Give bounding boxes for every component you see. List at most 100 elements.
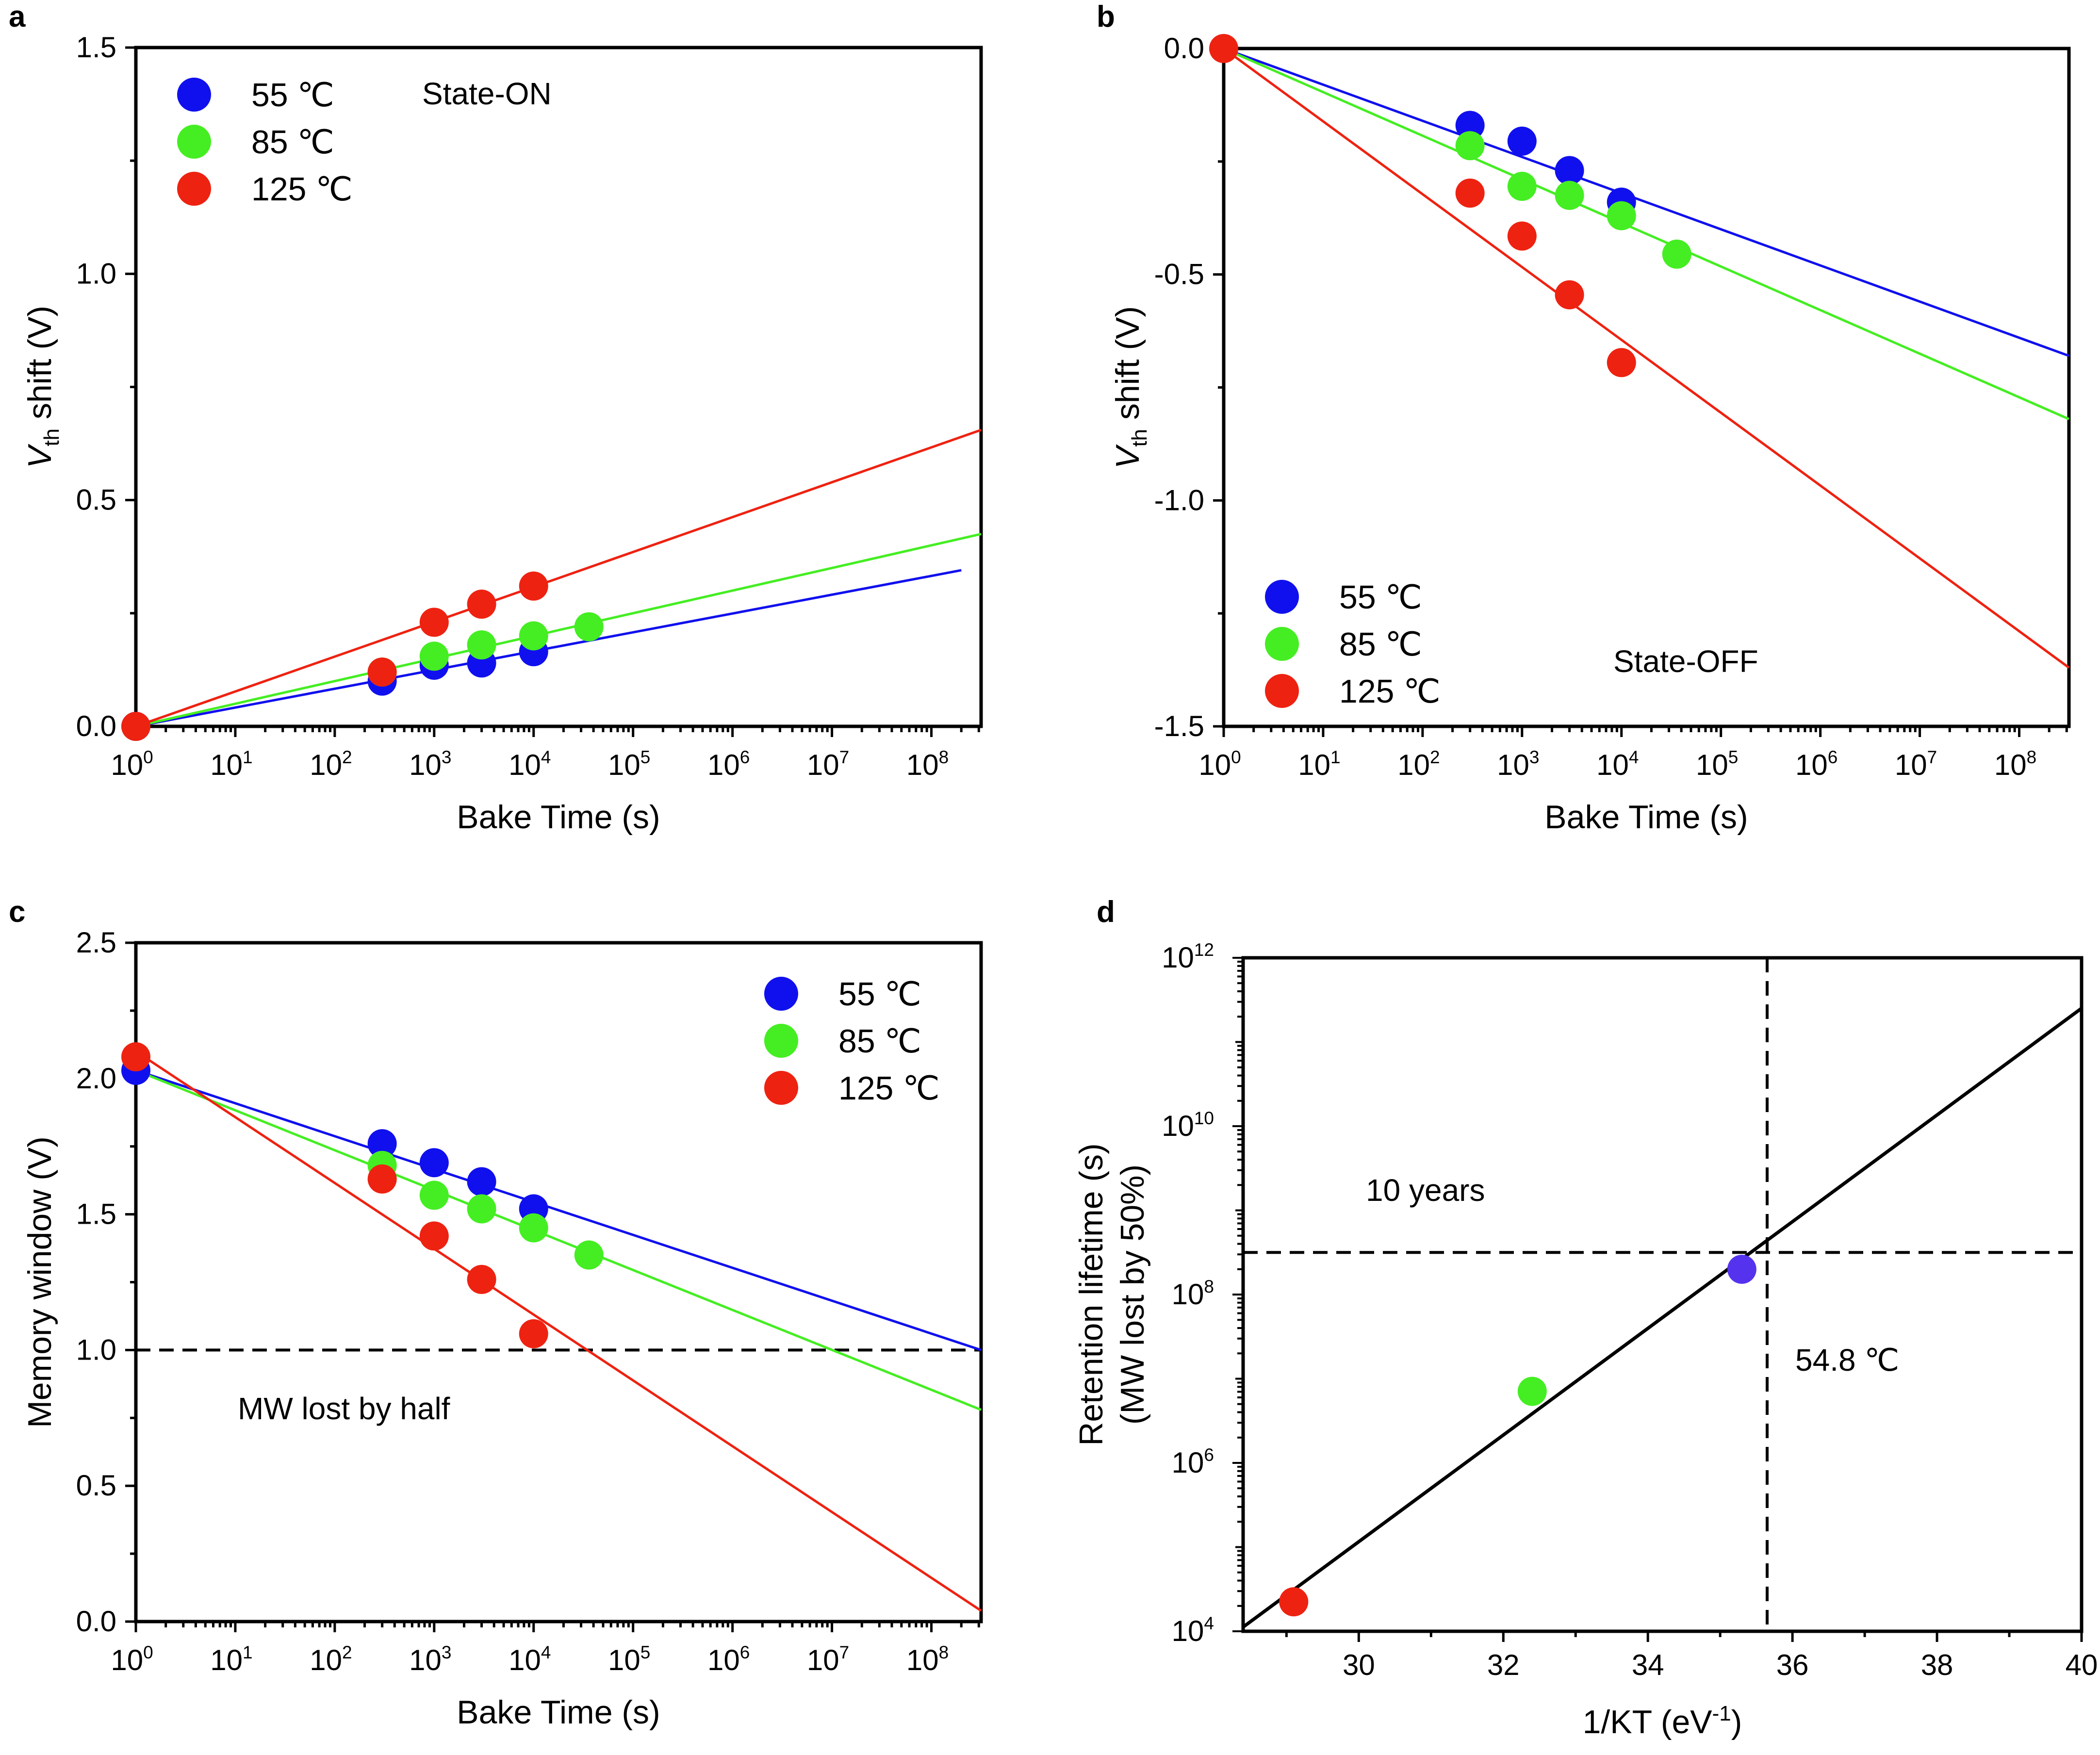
- legend-label: 125 ℃: [251, 171, 353, 208]
- y-tick-label: 106: [1172, 1445, 1214, 1479]
- legend-label: 55 ℃: [838, 976, 921, 1013]
- y-tick-label: 0.5: [76, 1469, 116, 1502]
- y-axis-label: Vth shift (V): [21, 306, 64, 468]
- x-tick-label: 100: [111, 747, 153, 781]
- plot-frame: [1222, 47, 2071, 728]
- x-tick-label: 34: [1632, 1649, 1664, 1681]
- x-tick-label: 104: [1596, 747, 1639, 781]
- x-tick-label: 40: [2066, 1649, 2098, 1681]
- legend-marker: [764, 1024, 798, 1058]
- fit-line: [135, 1069, 982, 1351]
- y-tick-label: 1.0: [76, 1333, 116, 1366]
- y-tick-label: 1.5: [76, 1198, 116, 1230]
- y-tick-label: -0.5: [1154, 258, 1204, 291]
- y-axis-label-line2: (MW lost by 50%): [1114, 1165, 1151, 1425]
- x-tick-label: 101: [210, 1642, 252, 1676]
- x-tick-label: 106: [707, 1642, 750, 1676]
- y-tick-label: 1010: [1162, 1108, 1214, 1142]
- y-tick-label: 0.5: [76, 484, 116, 516]
- x-axis-label: Bake Time (s): [457, 1694, 660, 1731]
- data-point: [367, 657, 397, 687]
- data-point: [367, 1164, 397, 1194]
- chart-panel-d: 30 32 34 36 38 40 104 106 108 1010 1012 1/KT (eV-1)…: [1073, 940, 2098, 1740]
- panel-label-a: a: [9, 0, 26, 33]
- data-point: [1662, 239, 1691, 269]
- annotation-state-on: State-ON: [422, 76, 552, 111]
- data-point: [1555, 180, 1584, 210]
- y-tick-label: 0.0: [1164, 32, 1204, 65]
- x-tick-label: 102: [310, 1642, 352, 1676]
- x-tick-label: 104: [509, 747, 551, 781]
- y-tick-label: 1.0: [76, 257, 116, 290]
- data-point: [574, 1240, 604, 1270]
- x-tick-label: 100: [1198, 747, 1241, 781]
- data-point: [467, 590, 496, 619]
- y-tick-label: 108: [1172, 1277, 1214, 1311]
- x-axis-label: 1/KT (eV-1): [1583, 1702, 1742, 1740]
- legend-marker: [177, 172, 211, 206]
- x-tick-label: 105: [608, 1642, 650, 1676]
- x-tick-label: 100: [111, 1642, 153, 1676]
- data-point: [1507, 126, 1537, 156]
- chart-panel-a: 100 101 102 103 104 105 106 107 108 0.0 0.5 1.0 1.5 B…: [21, 31, 983, 836]
- x-tick-label: 107: [807, 1642, 849, 1676]
- data-point: [419, 1148, 449, 1178]
- legend-marker: [177, 78, 211, 112]
- x-tick-label: 108: [906, 747, 949, 781]
- y-axis-label-line1: Retention lifetime (s): [1073, 1143, 1110, 1446]
- x-tick-label: 101: [1298, 747, 1340, 781]
- x-axis-label: Bake Time (s): [457, 799, 660, 836]
- legend-label: 55 ℃: [251, 77, 334, 114]
- legend-marker: [1265, 627, 1299, 661]
- plot-frame: [1241, 956, 2084, 1633]
- legend-label: 85 ℃: [1339, 626, 1422, 663]
- annotation-54-8c: 54.8 ℃: [1795, 1343, 1899, 1378]
- fit-line: [135, 569, 962, 728]
- panel-label-c: c: [9, 895, 25, 929]
- data-point: [367, 1129, 397, 1159]
- data-point: [121, 712, 150, 741]
- data-point: [419, 1221, 449, 1251]
- fit-line: [135, 428, 982, 728]
- x-tick-label: 104: [509, 1642, 551, 1676]
- y-tick-label: -1.5: [1154, 710, 1204, 742]
- x-tick-label: 105: [608, 747, 650, 781]
- x-tick-label: 108: [906, 1642, 949, 1676]
- y-axis-label: Memory window (V): [21, 1136, 58, 1428]
- y-tick-label: 2.0: [76, 1062, 116, 1095]
- data-point: [1279, 1587, 1309, 1617]
- data-point: [1507, 172, 1537, 201]
- y-tick-label: 2.5: [76, 926, 116, 959]
- data-point: [467, 1167, 496, 1197]
- data-point: [1455, 179, 1485, 208]
- legend-marker: [764, 1071, 798, 1105]
- y-tick-label: -1.0: [1154, 484, 1204, 516]
- data-point: [1455, 111, 1485, 140]
- x-tick-label: 38: [1921, 1649, 1953, 1681]
- y-tick-label: 0.0: [76, 1605, 116, 1638]
- x-tick-label: 105: [1696, 747, 1738, 781]
- data-point: [467, 630, 496, 660]
- y-tick-label: 104: [1172, 1613, 1214, 1647]
- fit-line: [1242, 1007, 2083, 1629]
- x-tick-label: 102: [310, 747, 352, 781]
- data-point: [1555, 280, 1584, 310]
- x-tick-label: 102: [1397, 747, 1440, 781]
- data-point: [467, 1194, 496, 1224]
- x-tick-label: 106: [707, 747, 750, 781]
- data-point: [519, 1213, 548, 1243]
- fit-line: [135, 533, 982, 728]
- data-point: [419, 1181, 449, 1210]
- data-point: [121, 1042, 150, 1072]
- fit-line: [1223, 47, 2069, 357]
- data-point: [419, 607, 449, 637]
- data-point: [1607, 348, 1636, 377]
- x-tick-label: 103: [1497, 747, 1539, 781]
- legend-label: 85 ℃: [838, 1023, 921, 1060]
- x-tick-label: 107: [807, 747, 849, 781]
- data-point: [467, 1264, 496, 1294]
- fit-line: [1223, 47, 2069, 420]
- data-point: [419, 641, 449, 671]
- data-point: [1555, 156, 1584, 185]
